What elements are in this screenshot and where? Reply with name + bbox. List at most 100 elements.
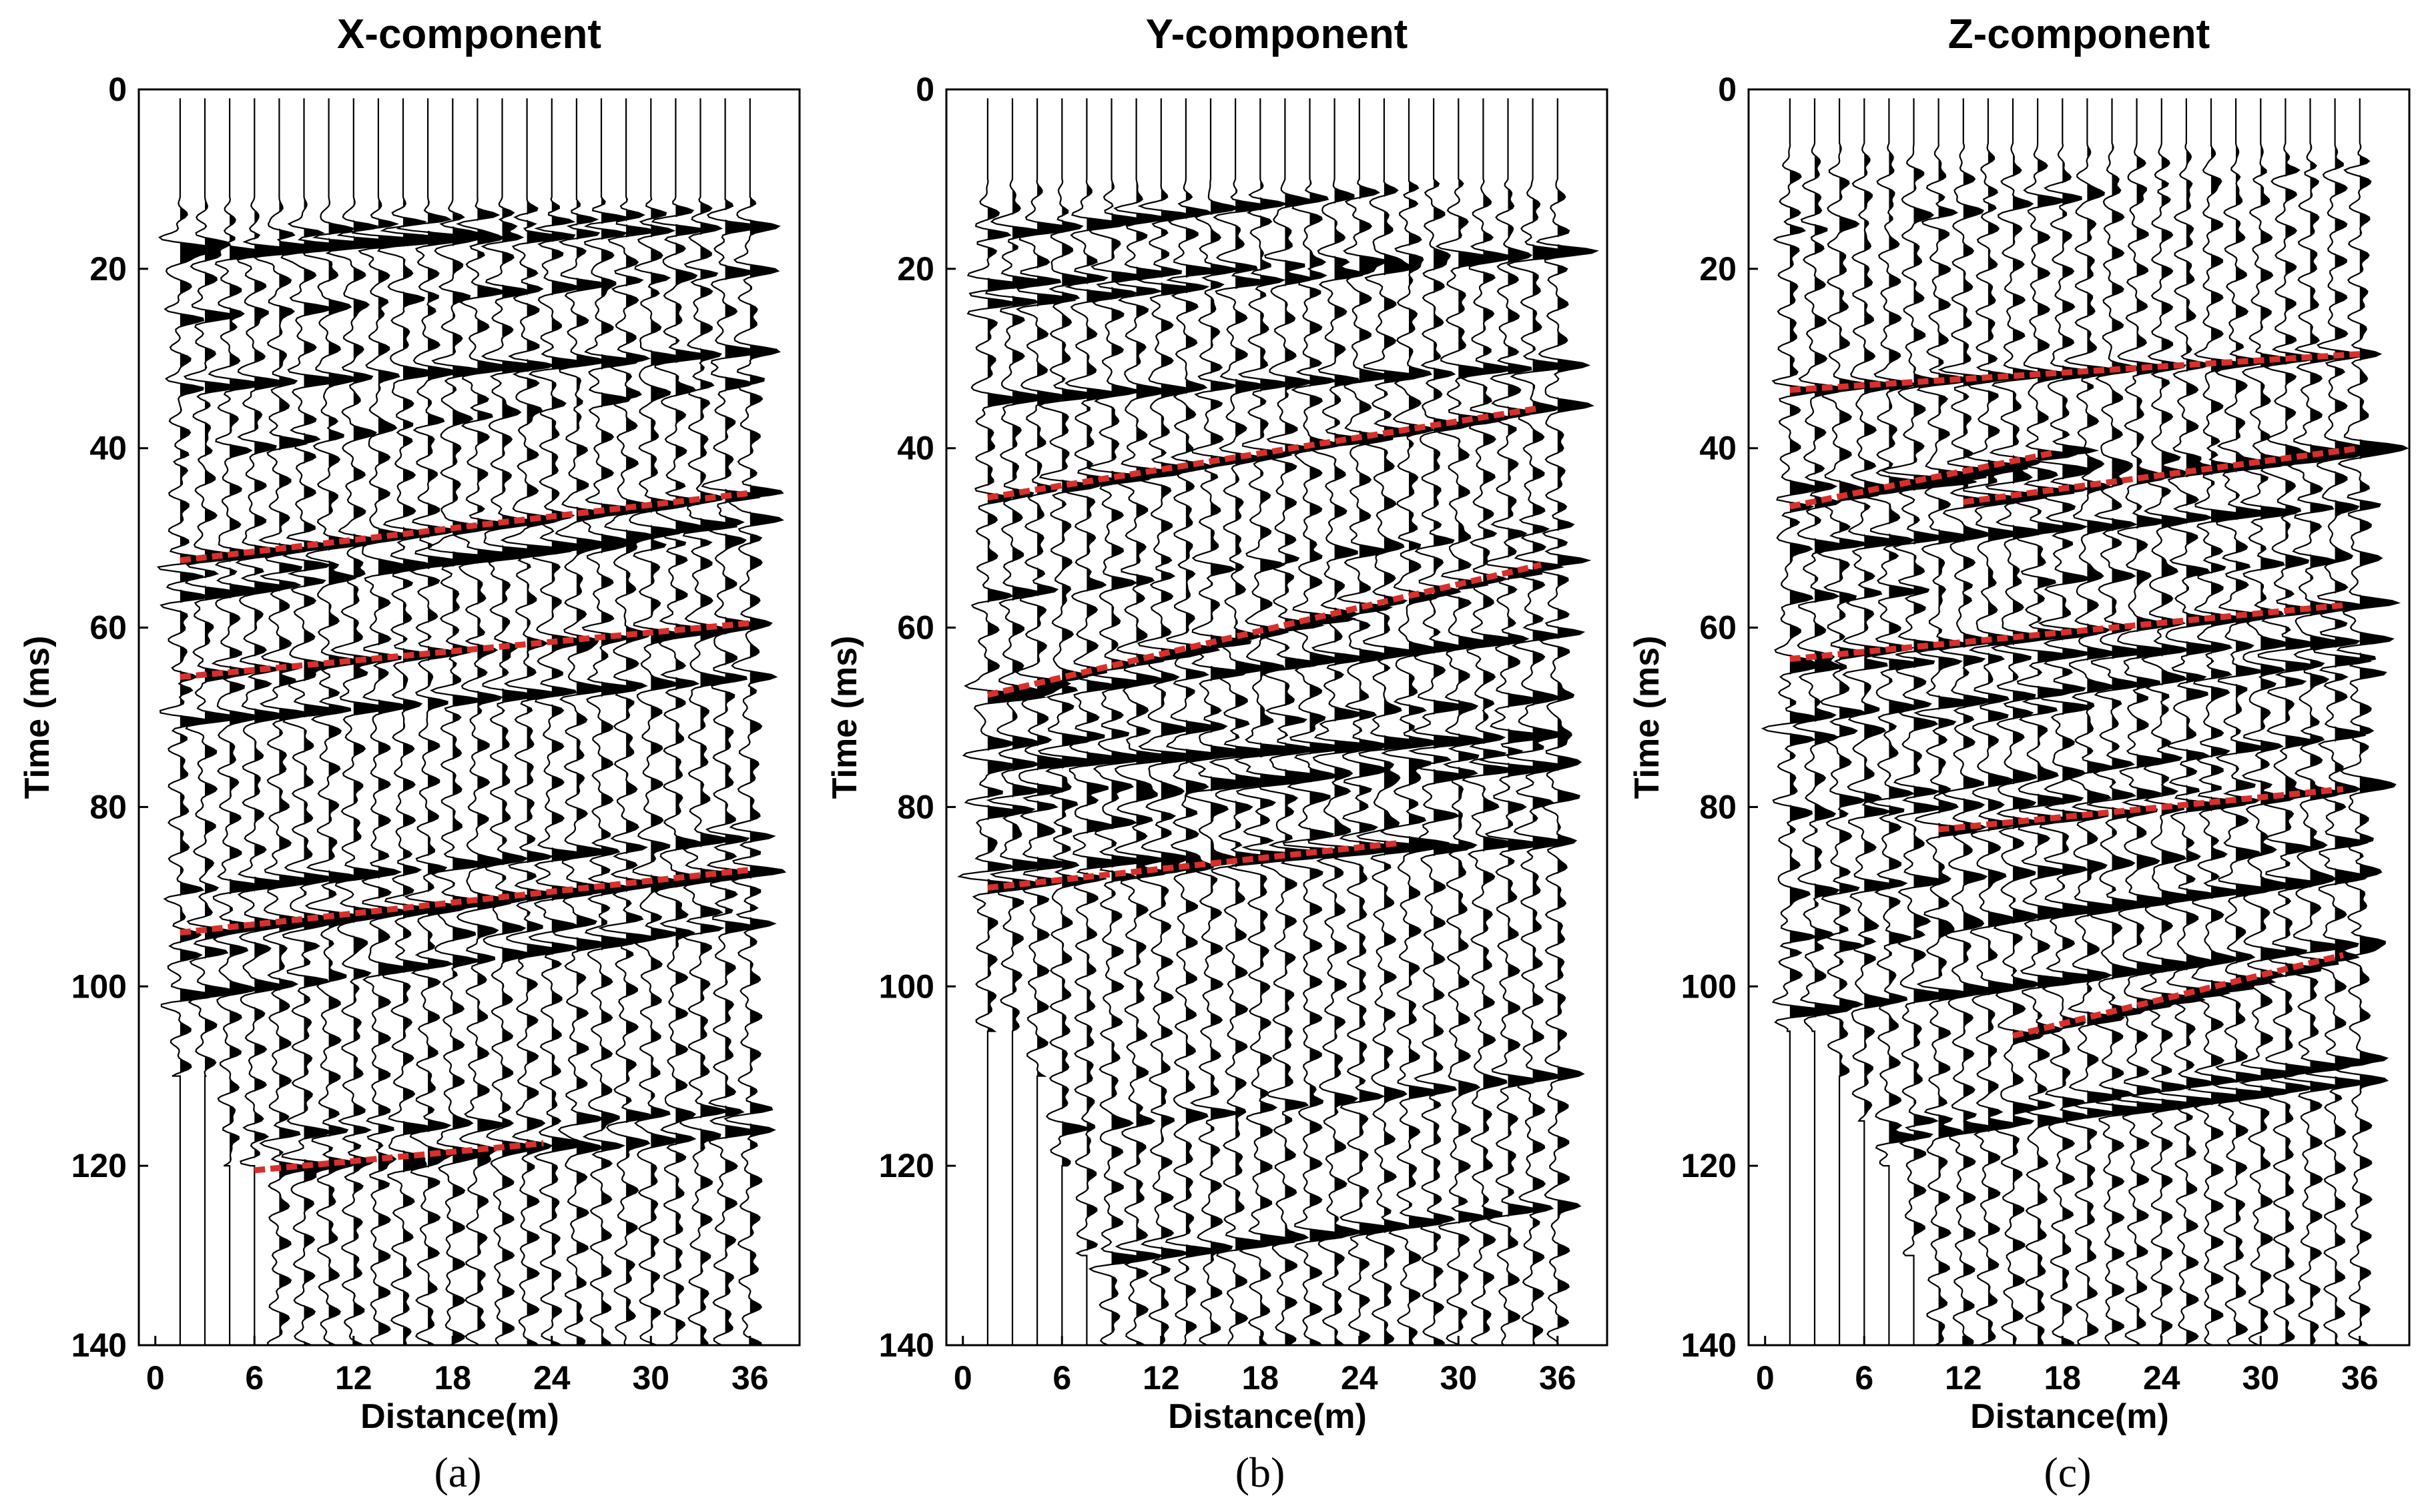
- trace-fill: [1532, 98, 1577, 1345]
- trace-wiggle: [984, 98, 1052, 1345]
- trace-fill: [1185, 98, 1225, 1345]
- panel-title: Y-component: [1146, 11, 1408, 57]
- trace-wiggle: [235, 98, 307, 1345]
- trace-wiggle: [528, 98, 599, 1347]
- trace-fill: [1557, 98, 1597, 1345]
- trace-wiggle: [2333, 98, 2409, 1347]
- picked-event-line: [1789, 602, 2344, 663]
- y-tick-label: 60: [1699, 609, 1737, 647]
- trace-wiggle: [280, 98, 355, 1347]
- trace-fill: [1062, 98, 1099, 1345]
- trace-fill: [1087, 98, 1129, 1345]
- trace-wiggle: [1184, 98, 1258, 1347]
- trace-wiggle: [1060, 98, 1131, 1345]
- trace-wiggle: [2063, 98, 2126, 1347]
- trace-wiggle: [253, 98, 332, 1347]
- trace-fill: [2310, 98, 2362, 1345]
- trace-fill: [2087, 98, 2124, 1345]
- trace-wiggle: [1460, 98, 1525, 1347]
- trace-fill: [725, 98, 762, 1345]
- trace-wiggle: [2212, 98, 2288, 1347]
- trace-fill: [205, 98, 243, 1345]
- y-tick-label: 80: [1699, 788, 1737, 825]
- trace-wiggle: [208, 98, 276, 1345]
- panel-tag: (c): [2044, 1449, 2091, 1496]
- y-tick-label: 80: [897, 788, 934, 825]
- trace-wiggle: [1087, 98, 1155, 1347]
- traces: [156, 98, 787, 1347]
- x-tick-label: 36: [1539, 1359, 1576, 1397]
- x-tick-label: 36: [731, 1359, 769, 1397]
- trace-wiggle: [1963, 98, 2031, 1347]
- y-tick-label: 0: [916, 71, 934, 108]
- trace-wiggle: [1913, 98, 1987, 1347]
- trace-wiggle: [481, 98, 556, 1347]
- trace-wiggle: [1434, 98, 1501, 1347]
- trace-wiggle: [1280, 98, 1366, 1347]
- traces: [1761, 98, 2409, 1347]
- y-tick-label: 140: [71, 1327, 127, 1364]
- trace-wiggle: [957, 98, 1047, 1345]
- trace-fill: [2359, 98, 2407, 1345]
- trace-fill: [1409, 98, 1450, 1345]
- y-tick-label: 60: [897, 609, 934, 647]
- trace-wiggle: [1408, 98, 1484, 1347]
- x-tick-label: 0: [1756, 1359, 1775, 1397]
- trace-fill: [1359, 98, 1410, 1345]
- trace-wiggle: [581, 98, 647, 1347]
- x-tick-label: 12: [1945, 1359, 1982, 1397]
- x-tick-label: 24: [1341, 1359, 1378, 1397]
- plot-frame: [1747, 88, 2411, 1347]
- y-tick-label: 100: [71, 968, 127, 1005]
- trace-wiggle: [1535, 98, 1600, 1347]
- y-tick-label: 120: [879, 1147, 934, 1184]
- trace-wiggle: [1258, 98, 1343, 1347]
- trace-wiggle: [1984, 98, 2050, 1347]
- picked-event-line: [1963, 445, 2361, 505]
- picked-event-line: [2012, 952, 2345, 1039]
- trace-fill: [378, 98, 438, 1345]
- trace-wiggle: [1879, 98, 1977, 1345]
- trace-wiggle: [2187, 98, 2254, 1347]
- panel-x-component: X-component 0 20 40 60 80 100 120 140 0 6 12 18 24 30 3…: [18, 11, 801, 1496]
- x-axis-label: Distance(m): [360, 1397, 559, 1436]
- y-tick-label: 40: [89, 430, 127, 467]
- x-tick-label: 12: [1143, 1359, 1180, 1397]
- trace-wiggle: [2086, 98, 2153, 1347]
- x-tick-label: 6: [1052, 1359, 1071, 1397]
- panel-tag: (a): [434, 1449, 481, 1496]
- trace-fill: [2062, 98, 2103, 1345]
- x-tick-label: 24: [2143, 1359, 2180, 1397]
- y-axis-label: Time (ms): [826, 636, 864, 799]
- y-tick-label: 0: [1718, 71, 1737, 108]
- x-tick-label: 0: [954, 1359, 972, 1397]
- trace-wiggle: [2154, 98, 2231, 1347]
- trace-wiggle: [1113, 98, 1183, 1347]
- trace-fill: [2161, 98, 2204, 1345]
- x-tick-label: 30: [1440, 1359, 1477, 1397]
- picked-event-line: [254, 1140, 544, 1174]
- y-tick-label: 20: [89, 250, 127, 288]
- trace-fill: [502, 98, 553, 1345]
- trace-fill: [2211, 98, 2254, 1345]
- panel-y-component: Y-component 0 20 40 60 80 100 120 140 0 6 12 18 24 30 3…: [826, 11, 1608, 1496]
- trace-fill: [1839, 98, 1880, 1345]
- trace-wiggle: [1227, 98, 1321, 1347]
- trace-wiggle: [723, 98, 787, 1347]
- trace-wiggle: [1478, 98, 1548, 1347]
- trace-wiggle: [1209, 98, 1287, 1347]
- picked-event-line: [986, 562, 1542, 698]
- traces: [957, 98, 1600, 1347]
- y-tick-label: 100: [1681, 968, 1737, 1005]
- trace-wiggle: [1380, 98, 1452, 1347]
- picked-event-line: [987, 404, 1542, 501]
- trace-wiggle: [2283, 98, 2364, 1347]
- picked-event-line: [987, 839, 1402, 891]
- x-tick-label: 30: [632, 1359, 669, 1397]
- x-tick-label: 30: [2242, 1359, 2279, 1397]
- x-axis-label: Distance(m): [1168, 1397, 1367, 1436]
- trace-wiggle: [325, 98, 406, 1347]
- trace-wiggle: [1792, 98, 1853, 1345]
- y-tick-label: 80: [89, 788, 127, 825]
